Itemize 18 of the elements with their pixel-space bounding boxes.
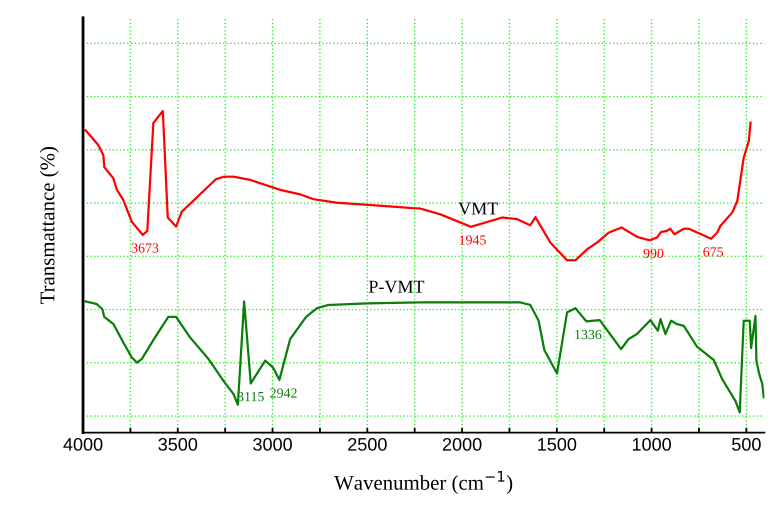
annotation: 3673 — [132, 243, 158, 253]
x-axis-title: Wavenumber (cm$^{−1}$) — [334, 471, 512, 494]
x-tick-label: 3500 — [158, 438, 198, 451]
annotation: 990 — [644, 248, 664, 258]
x-tick-label: 1500 — [538, 438, 576, 451]
annotation: 1945 — [460, 235, 486, 245]
series-label: VMT — [458, 202, 498, 215]
annotation: 675 — [703, 247, 724, 257]
series-label: P-VMT — [368, 280, 424, 293]
x-tick-label: 1000 — [632, 438, 671, 451]
x-tick-label: 3000 — [253, 438, 292, 451]
annotation: 1336 — [575, 330, 602, 340]
y-axis-title: Transmattance (%) — [40, 146, 59, 304]
x-tick-label: 500 — [732, 438, 761, 451]
x-tick-label: 2500 — [348, 438, 387, 451]
annotation: 2942 — [270, 388, 297, 398]
x-tick-label: 4000 — [63, 438, 102, 451]
x-tick-label: 2000 — [442, 438, 482, 451]
